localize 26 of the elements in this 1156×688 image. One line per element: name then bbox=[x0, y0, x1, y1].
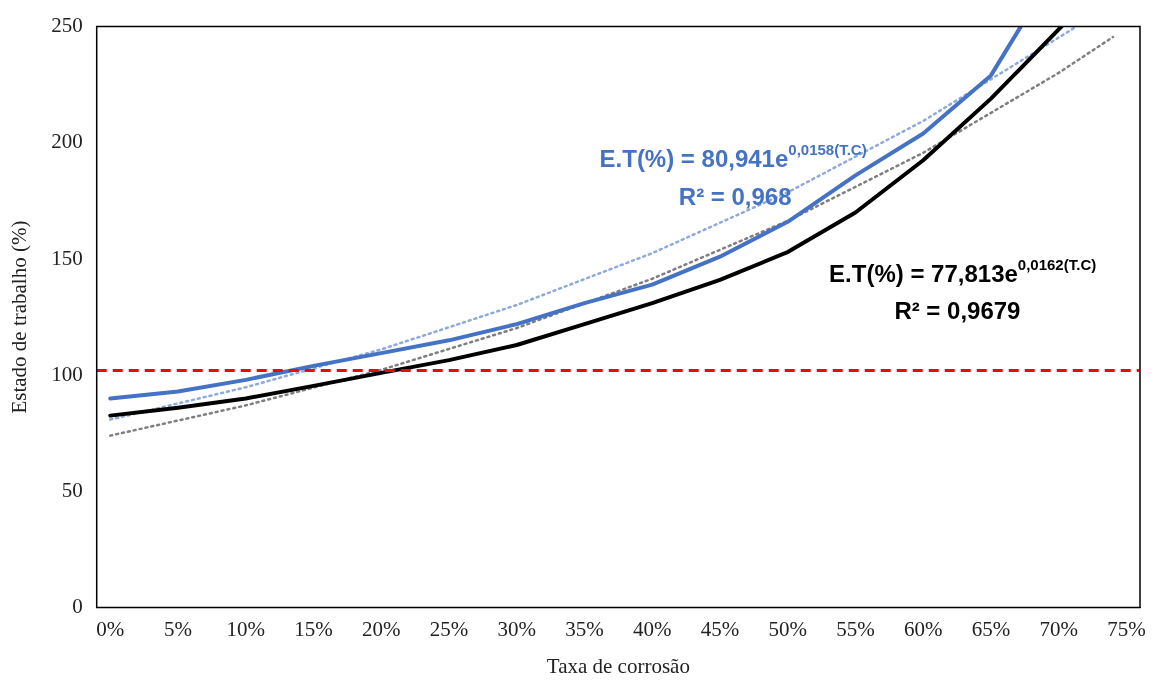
x-tick-label: 0% bbox=[96, 616, 125, 641]
x-axis-title: Taxa de corrosão bbox=[546, 653, 690, 678]
y-tick-label: 100 bbox=[51, 361, 83, 386]
y-tick-label: 50 bbox=[61, 477, 83, 502]
x-tick-label: 35% bbox=[565, 616, 604, 641]
x-tick-label: 50% bbox=[768, 616, 807, 641]
x-tick-label: 20% bbox=[361, 616, 401, 641]
x-tick-label: 25% bbox=[429, 616, 469, 641]
y-axis-title: Estado de trabalho (%) bbox=[7, 220, 32, 414]
x-tick-label: 5% bbox=[164, 616, 192, 641]
x-tick-label: 30% bbox=[497, 616, 536, 641]
x-tick-label: 70% bbox=[1039, 616, 1078, 641]
x-tick-label: 15% bbox=[294, 616, 333, 641]
x-tick-label: 45% bbox=[700, 616, 740, 641]
x-tick-label: 75% bbox=[1107, 616, 1146, 641]
x-tick-label: 55% bbox=[836, 616, 875, 641]
y-tick-label: 200 bbox=[51, 129, 83, 154]
y-tick-label: 0 bbox=[72, 594, 83, 619]
annotation: R² = 0,9679 bbox=[894, 297, 1021, 325]
x-tick-label: 40% bbox=[632, 616, 672, 641]
y-tick-label: 150 bbox=[51, 245, 83, 270]
x-tick-label: 10% bbox=[226, 616, 265, 641]
x-tick-label: 60% bbox=[903, 616, 943, 641]
y-tick-label: 250 bbox=[51, 13, 83, 38]
annotation: R² = 0,968 bbox=[678, 182, 792, 210]
x-tick-label: 65% bbox=[971, 616, 1011, 641]
